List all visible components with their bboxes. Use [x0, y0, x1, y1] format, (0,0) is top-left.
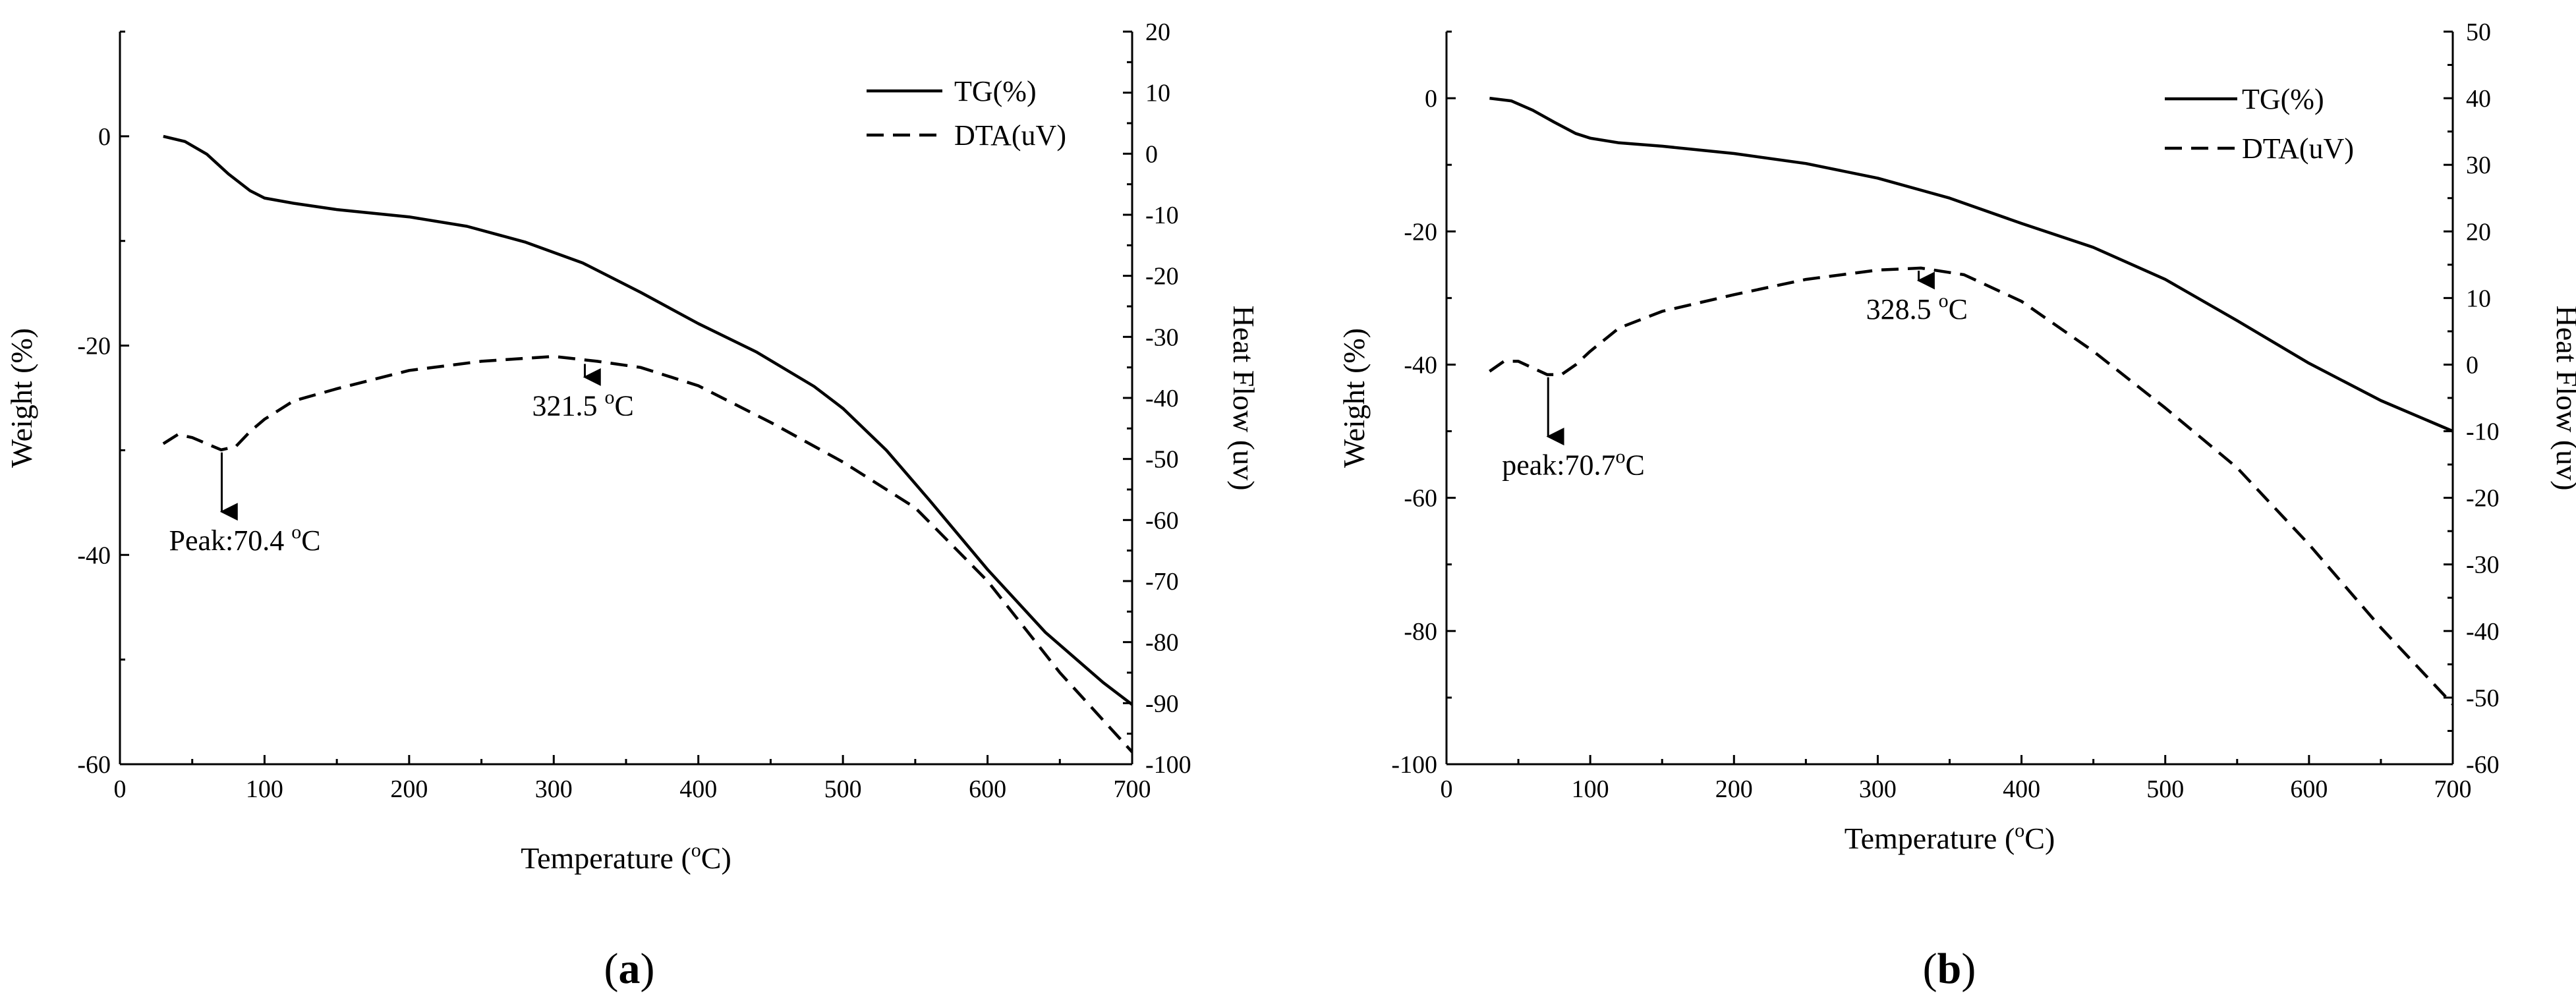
legend-dta-label: DTA(uV) — [954, 119, 1066, 152]
y-left-tick-label: -60 — [77, 751, 111, 779]
y-right-tick-label: 50 — [2466, 18, 2491, 46]
y-right-tick-label: 30 — [2466, 152, 2491, 179]
y-right-tick-label: -60 — [2466, 751, 2500, 779]
x-tick-label: 600 — [2290, 775, 2328, 803]
y-right-tick-label: 40 — [2466, 85, 2491, 113]
y-right-tick-label: 0 — [2466, 351, 2478, 379]
x-tick-label: 200 — [390, 775, 428, 803]
panel-caption-letter: b — [1937, 945, 1962, 993]
y-left-tick-label: -20 — [77, 333, 111, 360]
panel-caption: (b) — [1923, 945, 1976, 993]
annotation-label: 328.5 oC — [1866, 290, 1968, 325]
annotation-unit: C — [614, 389, 633, 422]
y-right-tick-label: -50 — [2466, 685, 2500, 712]
y-right-tick-label: -30 — [2466, 551, 2500, 579]
y-right-tick-label: -10 — [2466, 418, 2500, 446]
annotation-text: 328.5 — [1866, 293, 1939, 325]
y-left-tick-label: -60 — [1404, 485, 1437, 513]
y-left-tick-label: -40 — [1404, 351, 1437, 379]
annotation-text: 321.5 — [532, 389, 604, 422]
x-tick-label: 0 — [114, 775, 127, 803]
y-right-tick-label: -60 — [1145, 507, 1179, 534]
x-tick-label: 400 — [679, 775, 717, 803]
legend-tg-label: TG(%) — [2242, 83, 2324, 115]
x-axis-title-text: Temperature ( — [521, 841, 691, 875]
annotation-unit: C — [1949, 293, 1968, 325]
y-left-tick-label: -100 — [1391, 751, 1437, 779]
x-tick-label: 500 — [824, 775, 862, 803]
chart-panel-b: 0 100 200 300 400 500 600 7000-20-40-60-80-1005… — [1337, 18, 2576, 993]
annotation-label: 321.5 oC — [532, 386, 633, 422]
x-tick-label: 300 — [535, 775, 573, 803]
panel-caption: (a) — [604, 945, 655, 993]
panel-caption-letter: a — [619, 945, 641, 993]
y-right-tick-label: 10 — [1145, 80, 1170, 107]
y-left-tick-label: -80 — [1404, 618, 1437, 646]
annotation-sup: o — [291, 521, 301, 543]
y-right-tick-label: -90 — [1145, 690, 1179, 717]
tg-series-line — [163, 134, 1133, 706]
y-left-axis-title: Weight (%) — [1337, 328, 1371, 468]
x-tick-label: 200 — [1715, 775, 1753, 803]
x-axis-title-end: C) — [701, 841, 731, 875]
annotation-label: peak:70.7oC — [1502, 446, 1645, 482]
y-right-tick-label: -50 — [1145, 446, 1179, 474]
y-right-tick-label: -40 — [1145, 385, 1179, 412]
x-axis-title-sup: o — [2015, 820, 2024, 841]
x-tick-label: 400 — [2003, 775, 2040, 803]
y-right-tick-label: 10 — [2466, 285, 2491, 312]
y-right-tick-label: -20 — [1145, 263, 1179, 291]
y-right-axis-title: Heat Flow (uv) — [2550, 305, 2576, 490]
dta-series-line — [162, 354, 1133, 754]
y-right-tick-label: -30 — [1145, 323, 1179, 351]
x-tick-label: 0 — [1441, 775, 1453, 803]
x-axis-title: Temperature (oC) — [1845, 820, 2055, 855]
y-left-axis-title: Weight (%) — [5, 328, 38, 468]
chart-panel-a: 0 100 200 300 400 500 600 7000-20-40-6020100-10… — [5, 18, 1261, 993]
tg-series-line — [1489, 96, 2453, 433]
annotation-sup: o — [604, 386, 614, 408]
y-right-axis-title: Heat Flow (uv) — [1227, 305, 1261, 490]
x-tick-label: 700 — [2434, 775, 2472, 803]
annotation-unit: C — [301, 524, 320, 557]
annotation-text: Peak:70.4 — [169, 524, 291, 557]
y-right-tick-label: 0 — [1145, 140, 1158, 168]
y-right-tick-label: 20 — [1145, 18, 1170, 46]
x-tick-label: 100 — [1572, 775, 1609, 803]
x-tick-label: 300 — [1859, 775, 1897, 803]
x-tick-label: 100 — [246, 775, 283, 803]
x-axis-title-end: C) — [2024, 822, 2055, 855]
annotation-sup: o — [1616, 446, 1626, 468]
x-axis-title: Temperature (oC) — [521, 839, 731, 875]
annotation-label: Peak:70.4 oC — [169, 521, 320, 557]
y-left-tick-label: 0 — [1425, 85, 1437, 113]
legend-tg-label: TG(%) — [954, 75, 1037, 107]
y-right-tick-label: -10 — [1145, 202, 1179, 229]
y-right-tick-label: -100 — [1145, 751, 1191, 779]
annotation-unit: C — [1626, 449, 1645, 482]
y-left-tick-label: 0 — [98, 123, 111, 151]
y-right-tick-label: -70 — [1145, 568, 1179, 596]
y-right-tick-label: -40 — [2466, 618, 2500, 646]
x-tick-label: 600 — [969, 775, 1006, 803]
x-tick-label: 500 — [2146, 775, 2184, 803]
annotation-sup: o — [1939, 290, 1949, 312]
x-tick-label: 700 — [1114, 775, 1151, 803]
x-axis-title-sup: o — [691, 839, 701, 861]
y-left-tick-label: -40 — [77, 542, 111, 569]
y-right-tick-label: 20 — [2466, 218, 2491, 246]
x-axis-title-text: Temperature ( — [1845, 822, 2015, 855]
annotation-text: peak:70.7 — [1502, 449, 1615, 482]
y-right-tick-label: -20 — [2466, 485, 2500, 513]
y-left-tick-label: -20 — [1404, 218, 1437, 246]
y-right-tick-label: -80 — [1145, 629, 1179, 657]
legend-dta-label: DTA(uV) — [2242, 132, 2354, 165]
dta-series-line — [1489, 266, 2454, 706]
